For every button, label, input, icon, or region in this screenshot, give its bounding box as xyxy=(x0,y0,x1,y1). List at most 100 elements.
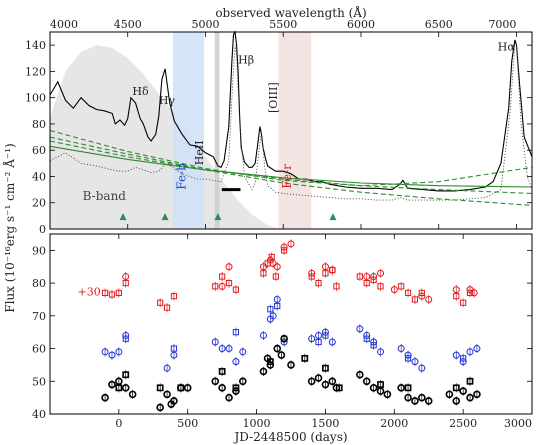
light-curve-point-5-7 xyxy=(301,354,309,362)
light-curve-point-0-0 xyxy=(101,289,109,297)
light-curve-point-2-8 xyxy=(225,345,233,353)
light-curve-point-3-1 xyxy=(170,345,178,352)
light-curve-point-2-0 xyxy=(101,348,109,356)
light-curve-plot-frame xyxy=(49,233,533,415)
triangle-marker-2 xyxy=(214,213,222,221)
emission-line-label-2: HeII xyxy=(193,140,206,165)
light-curve-point-1-18 xyxy=(452,286,460,294)
light-curve-point-1-15 xyxy=(390,286,398,294)
flux-tick-label-1: 20 xyxy=(32,197,46,210)
light-curve-point-4-29 xyxy=(362,377,371,386)
light-curve-point-5-9 xyxy=(335,384,343,392)
spectrum-markers xyxy=(119,188,337,221)
light-curve-point-4-22 xyxy=(287,361,295,369)
light-curve-point-1-11 xyxy=(328,266,336,274)
band-label-1: Fe-b xyxy=(174,163,188,190)
light-curve-point-4-19 xyxy=(273,344,282,353)
light-curve-point-4-5 xyxy=(156,403,164,412)
flux-tick-label-3: 60 xyxy=(32,144,46,157)
light-curve-point-5-0 xyxy=(115,384,123,392)
light-curve-point-5-10 xyxy=(377,381,384,388)
lc-y-tick-label-4: 80 xyxy=(32,277,46,290)
light-curve-point-1-9 xyxy=(308,269,316,277)
time-tick-label-5: 2500 xyxy=(449,417,477,430)
light-curve-point-1-20 xyxy=(470,289,478,297)
light-curve-point-3-4 xyxy=(274,302,281,310)
light-curve-points xyxy=(101,239,481,412)
offset-annotation: +30 xyxy=(78,285,101,298)
light-curve-point-2-24 xyxy=(397,345,405,353)
wavelength-tick-label-6: 7000 xyxy=(488,18,516,31)
light-curve-point-4-33 xyxy=(397,384,405,392)
emission-line-label-1: Hγ xyxy=(159,94,176,107)
light-curve-point-2-4 xyxy=(163,364,171,372)
light-curve-point-4-41 xyxy=(466,393,474,402)
spectrum-shaded-regions xyxy=(50,32,312,230)
triangle-marker-3 xyxy=(329,213,337,221)
lc-y-tick-label-0: 40 xyxy=(32,408,46,421)
light-curve-point-2-23 xyxy=(377,348,385,356)
light-curve-point-4-0 xyxy=(101,393,109,402)
shaded-region-2 xyxy=(278,32,312,229)
spectrum-series-4 xyxy=(49,136,533,206)
light-curve-point-3-9 xyxy=(370,342,377,349)
wavelength-axis: 4000 4500 5000 5500 6000 6500 7000 xyxy=(49,18,517,229)
wavelength-tick-label-3: 5500 xyxy=(269,18,297,31)
triangle-marker-1 xyxy=(161,213,169,221)
wavelength-tick-label-0: 4000 xyxy=(50,18,78,31)
light-curve-point-0-30 xyxy=(460,299,467,306)
light-curve-point-2-26 xyxy=(411,358,419,366)
light-curve-point-4-13 xyxy=(225,393,233,402)
wavelength-tick-label-5: 6500 xyxy=(425,18,453,31)
lc-y-tick-label-3: 70 xyxy=(32,310,46,323)
wavelength-tick-label-2: 5000 xyxy=(191,18,219,31)
light-curve-point-2-30 xyxy=(466,348,474,356)
light-curve-point-1-3 xyxy=(259,263,267,271)
light-curve-point-4-3 xyxy=(121,384,130,392)
light-curve-point-2-27 xyxy=(418,364,426,372)
light-curve-point-4-6 xyxy=(163,390,171,399)
light-curve-point-5-6 xyxy=(266,358,274,366)
light-curve-point-4-24 xyxy=(314,374,323,382)
light-curve-point-1-13 xyxy=(370,273,378,281)
light-curve-point-4-38 xyxy=(445,390,454,399)
light-curve-point-4-10 xyxy=(183,384,192,392)
light-curve-point-1-8 xyxy=(287,240,295,248)
light-curve-point-4-1 xyxy=(108,380,116,389)
light-curve-point-0-8 xyxy=(219,273,226,280)
light-curve-point-0-1 xyxy=(108,291,116,298)
lc-y-tick-label-2: 60 xyxy=(32,343,46,356)
light-curve-point-4-21 xyxy=(280,334,288,343)
light-curve-point-2-20 xyxy=(356,325,364,333)
spectrum-line-labels: Hδ Hγ HeII Hβ [OIII] Hα B-band Fe-b Fe-r xyxy=(83,40,516,203)
light-curve-point-5-5 xyxy=(232,384,240,392)
light-curve-point-5-3 xyxy=(177,384,185,392)
flux-tick-label-7: 140 xyxy=(25,39,46,52)
light-curve-point-5-1 xyxy=(122,371,130,379)
triangle-marker-0 xyxy=(119,213,127,221)
light-curve-point-3-0 xyxy=(122,335,129,342)
time-tick-label-0: 0 xyxy=(115,417,122,430)
light-curve-point-4-30 xyxy=(369,384,378,392)
light-curve-point-4-40 xyxy=(459,387,467,395)
time-tick-label-1: 500 xyxy=(177,417,198,430)
light-curve-point-3-11 xyxy=(460,355,467,362)
light-curve-point-0-14 xyxy=(272,273,279,280)
wavelength-axis-label: observed wavelength (Å) xyxy=(215,5,366,20)
light-curve-point-3-6 xyxy=(315,338,322,346)
light-curve-point-2-16 xyxy=(308,335,316,343)
light-curve-point-0-27 xyxy=(411,296,419,303)
spectrum-series-2 xyxy=(49,145,533,188)
light-curve-panel: 40 50 60 70 80 90 0 500 1000 1500 2000 2500 3000 JD… xyxy=(32,233,533,444)
light-curve-point-2-28 xyxy=(452,351,460,359)
light-curve-point-4-36 xyxy=(418,393,426,402)
light-curve-point-5-4 xyxy=(218,368,226,375)
emission-line-label-4: [OIII] xyxy=(267,82,280,113)
light-curve-point-4-4 xyxy=(128,390,137,399)
flux-tick-label-5: 100 xyxy=(25,92,46,105)
light-curve-point-0-10 xyxy=(232,286,240,293)
light-curve-point-4-15 xyxy=(239,377,247,386)
light-curve-point-2-6 xyxy=(211,338,219,346)
light-curve-point-3-3 xyxy=(267,306,274,313)
